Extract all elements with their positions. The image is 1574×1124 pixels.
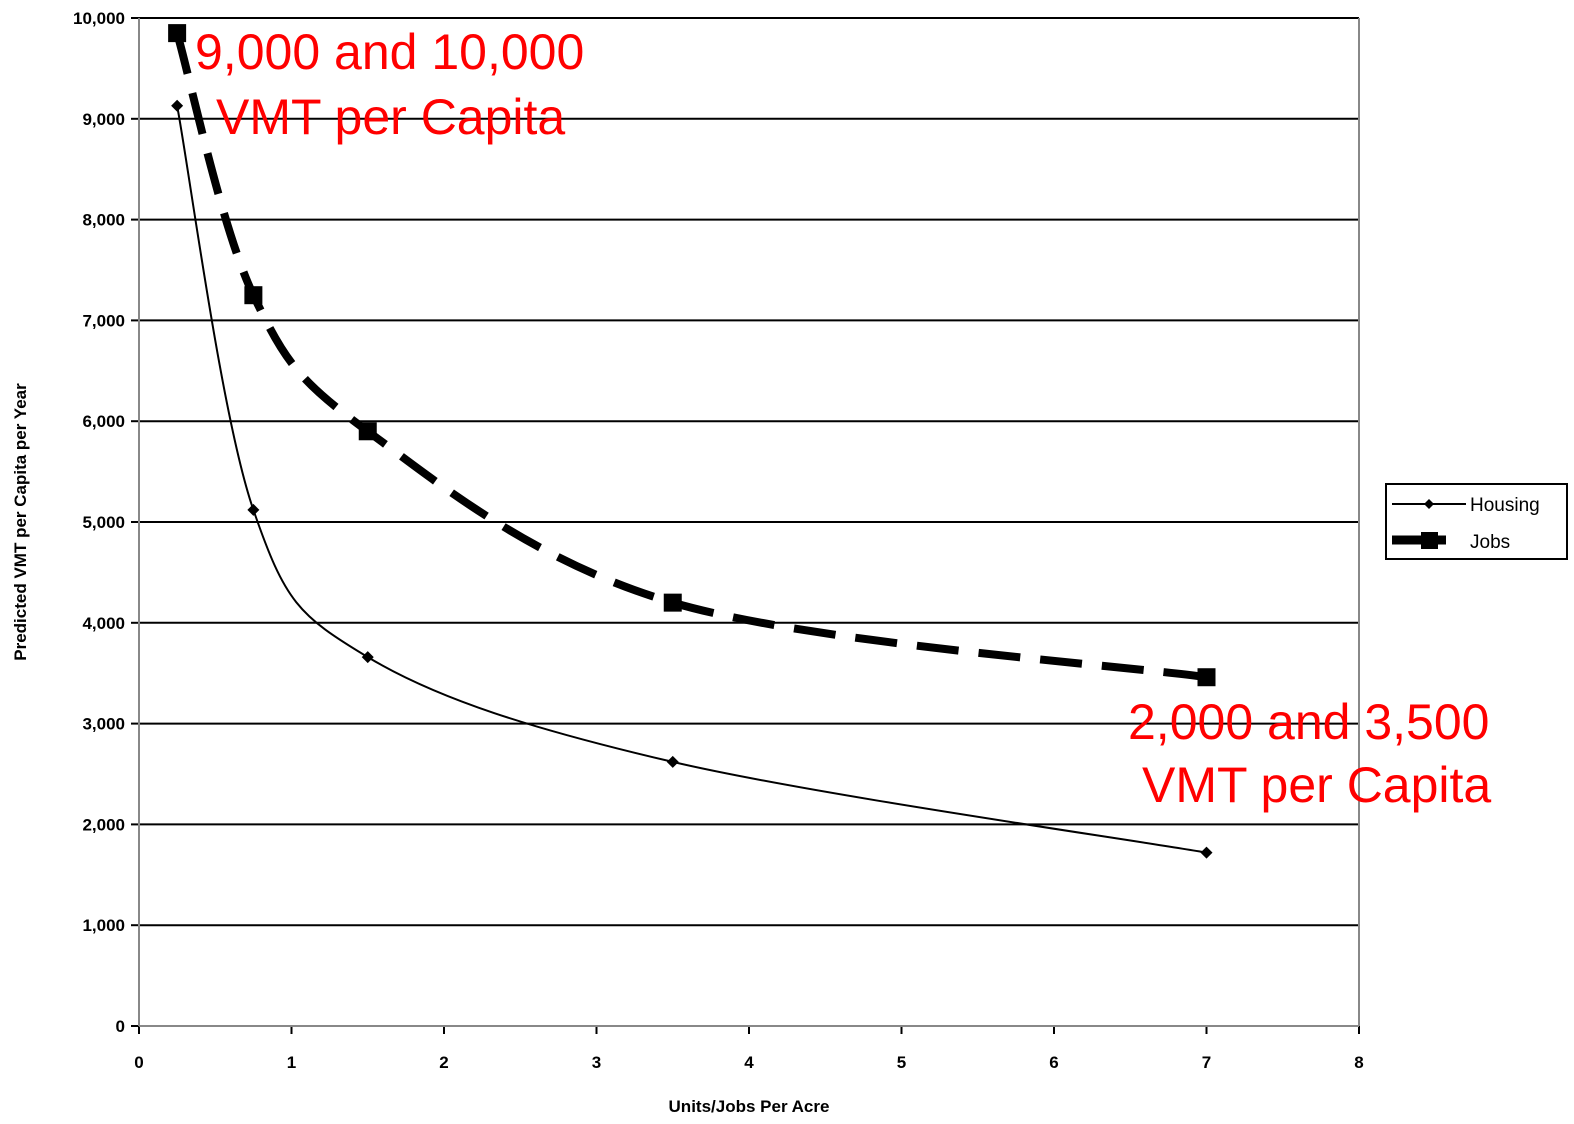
y-tick-label: 5,000	[82, 513, 125, 532]
y-tick-label: 4,000	[82, 614, 125, 633]
x-tick-label: 4	[744, 1053, 754, 1072]
annotation-top-line1: 9,000 and 10,000	[195, 24, 584, 80]
x-tick-label: 8	[1354, 1053, 1363, 1072]
annotation-top-line2: VMT per Capita	[216, 89, 565, 145]
series-line-jobs	[173, 31, 1208, 682]
gridlines	[131, 17, 1360, 1034]
legend-jobs-label: Jobs	[1470, 532, 1510, 553]
legend: Housing Jobs	[1385, 483, 1568, 560]
y-tick-label: 1,000	[82, 916, 125, 935]
legend-housing-marker	[1424, 499, 1434, 509]
x-tick-label: 3	[592, 1053, 601, 1072]
annotation-bottom: 2,000 and 3,500 VMT per Capita	[1128, 694, 1491, 813]
y-tick-label: 9,000	[82, 110, 125, 129]
point-jobs	[168, 24, 187, 43]
x-tick-labels: 0 1 2 3 4 5 6 7 8	[134, 1053, 1363, 1072]
point-jobs	[1197, 668, 1216, 687]
point-housing	[361, 651, 374, 664]
y-tick-label: 0	[116, 1017, 125, 1036]
y-tick-label: 7,000	[82, 311, 125, 330]
point-jobs	[358, 422, 377, 441]
point-housing	[1200, 846, 1213, 859]
y-tick-label: 8,000	[82, 211, 125, 230]
point-housing	[247, 503, 260, 516]
y-tick-label: 10,000	[73, 9, 125, 28]
point-housing	[171, 99, 184, 112]
x-axis-label: Units/Jobs Per Acre	[669, 1097, 830, 1116]
point-jobs	[663, 593, 682, 612]
annotation-bottom-line1: 2,000 and 3,500	[1128, 694, 1489, 750]
y-tick-label: 3,000	[82, 715, 125, 734]
legend-housing-label: Housing	[1470, 495, 1540, 516]
y-tick-label: 2,000	[82, 815, 125, 834]
x-tick-label: 1	[287, 1053, 296, 1072]
y-axis-label: Predicted VMT per Capita per Year	[11, 383, 30, 661]
axes	[138, 18, 1360, 1027]
x-tick-label: 0	[134, 1053, 143, 1072]
markers	[168, 24, 1216, 859]
y-tick-labels: 0 1,000 2,000 3,000 4,000 5,000 6,000 7,000 8,00…	[73, 9, 125, 1036]
annotation-top: 9,000 and 10,000 VMT per Capita	[195, 24, 584, 145]
series-line-housing	[176, 105, 1207, 854]
legend-box	[1385, 483, 1568, 560]
y-tick-label: 6,000	[82, 412, 125, 431]
legend-jobs-marker	[1421, 532, 1438, 549]
x-tick-label: 2	[439, 1053, 448, 1072]
x-tick-label: 6	[1049, 1053, 1058, 1072]
x-tick-label: 7	[1202, 1053, 1211, 1072]
annotation-bottom-line2: VMT per Capita	[1142, 757, 1491, 813]
x-tick-label: 5	[897, 1053, 906, 1072]
point-housing	[666, 755, 679, 768]
series	[173, 31, 1208, 854]
point-jobs	[244, 286, 263, 305]
